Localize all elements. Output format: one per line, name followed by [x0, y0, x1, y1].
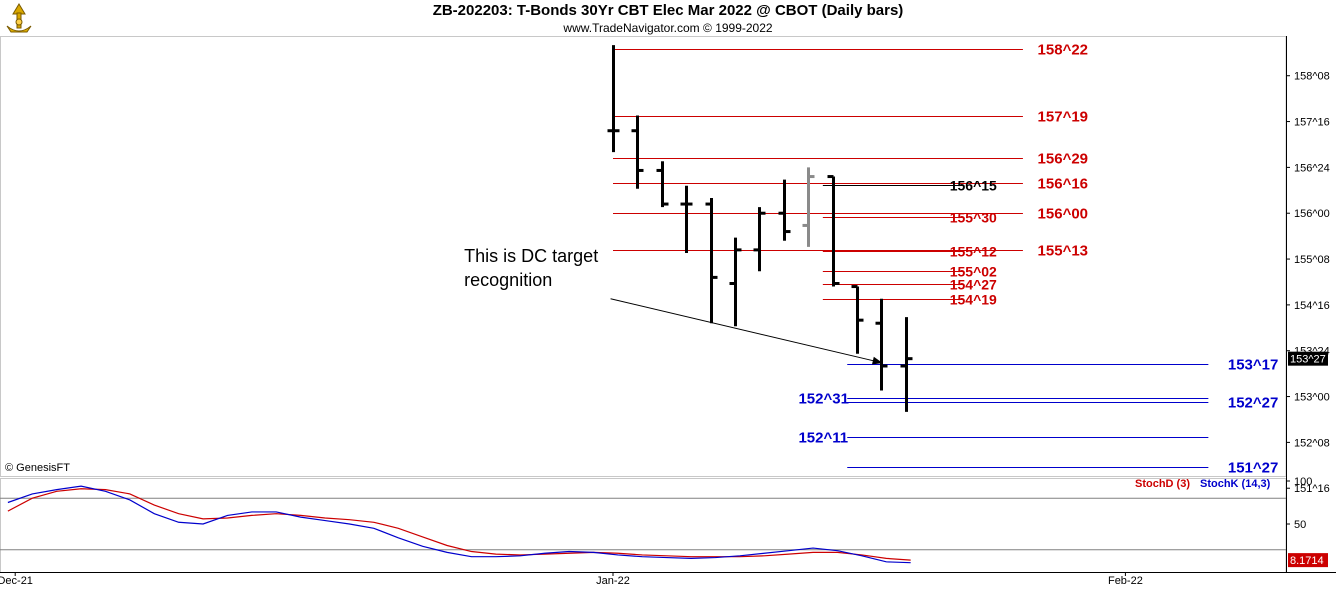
y-tick-label: 156^00 [1294, 208, 1330, 220]
level-label: 157^19 [1038, 109, 1088, 126]
y-tick-label: 153^00 [1294, 392, 1330, 404]
annotation-arrowhead [871, 356, 883, 365]
level-label: 153^17 [1228, 357, 1278, 374]
stoch-legend-stochk: StochK (14,3) [1200, 478, 1271, 490]
y-tick-label: 156^24 [1294, 162, 1330, 174]
stoch-value-label: 8.1714 [1290, 555, 1324, 567]
annotation-text: This is DC target [464, 246, 598, 266]
level-label: 155^02 [950, 264, 997, 280]
y-tick-label: 152^08 [1294, 437, 1330, 449]
level-label: 151^27 [1228, 460, 1278, 477]
stoch-y-tick-label: 50 [1294, 519, 1306, 531]
stoch-legend-stochd: StochD (3) [1135, 478, 1190, 490]
level-label: 154^27 [950, 277, 997, 293]
level-label: 156^29 [1038, 151, 1088, 168]
annotation-text: recognition [464, 270, 552, 290]
stoch-series-line [7, 485, 911, 564]
level-label: 158^22 [1038, 42, 1088, 59]
annotation-arrow [610, 298, 883, 364]
copyright-text: © GenesisFT [5, 462, 70, 474]
y-tick-label: 157^16 [1294, 117, 1330, 129]
stoch-panel-frame [0, 478, 1287, 573]
x-tick-label: Jan-22 [596, 575, 630, 587]
price-panel-frame [0, 36, 1287, 477]
level-label: 155^12 [950, 244, 997, 260]
level-label: 155^13 [1038, 243, 1088, 260]
x-tick-label: Feb-22 [1108, 575, 1143, 587]
level-label: 156^15 [950, 178, 997, 194]
last-price-label: 153^27 [1290, 354, 1326, 366]
level-label: 152^31 [798, 391, 848, 408]
y-tick-label: 158^08 [1294, 71, 1330, 83]
stoch-value-box [1288, 553, 1328, 568]
chart-subtitle: www.TradeNavigator.com © 1999-2022 [563, 21, 773, 35]
level-label: 156^00 [1038, 206, 1088, 223]
x-tick-label: Dec-21 [0, 575, 33, 587]
stoch-series-line [7, 488, 911, 561]
level-label: 156^16 [1038, 176, 1088, 193]
trade-navigator-logo-icon [6, 3, 32, 33]
y-tick-label: 154^16 [1294, 300, 1330, 312]
level-label: 152^27 [1228, 395, 1278, 412]
last-price-box [1288, 351, 1328, 366]
chart-title: ZB-202203: T-Bonds 30Yr CBT Elec Mar 202… [432, 2, 904, 19]
y-tick-label: 151^16 [1294, 483, 1330, 495]
level-label: 155^30 [950, 210, 997, 226]
stoch-y-tick-label: 100 [1294, 476, 1312, 488]
level-label: 154^19 [950, 292, 997, 308]
y-tick-label: 155^08 [1294, 254, 1330, 266]
level-label: 152^11 [798, 430, 848, 447]
